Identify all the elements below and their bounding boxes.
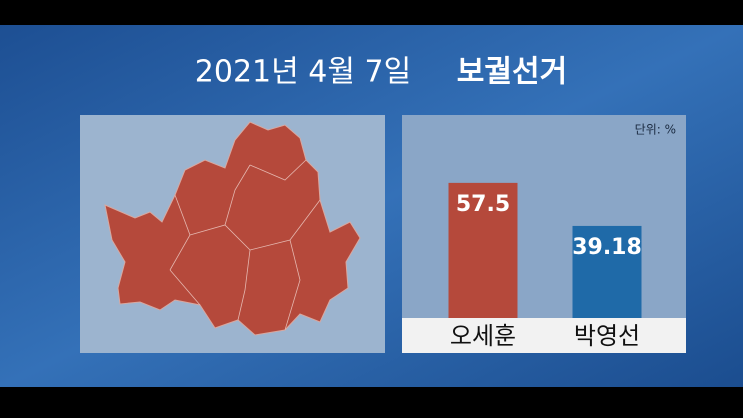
category-label: 오세훈: [450, 322, 516, 350]
bar: [448, 182, 518, 318]
title: 2021년 4월 7일: [195, 55, 411, 90]
unit-label: 단위: %: [635, 123, 676, 137]
label-strip: [402, 318, 686, 353]
category-label: 박영선: [574, 322, 640, 350]
title-emphasis: 보궐선거: [457, 55, 567, 90]
value-label: 57.5: [456, 192, 510, 217]
seoul-map: [104, 121, 361, 336]
bar: [572, 225, 642, 318]
value-label: 39.18: [572, 235, 642, 260]
chart-panel: [402, 115, 686, 353]
district-lines: [169, 159, 321, 331]
